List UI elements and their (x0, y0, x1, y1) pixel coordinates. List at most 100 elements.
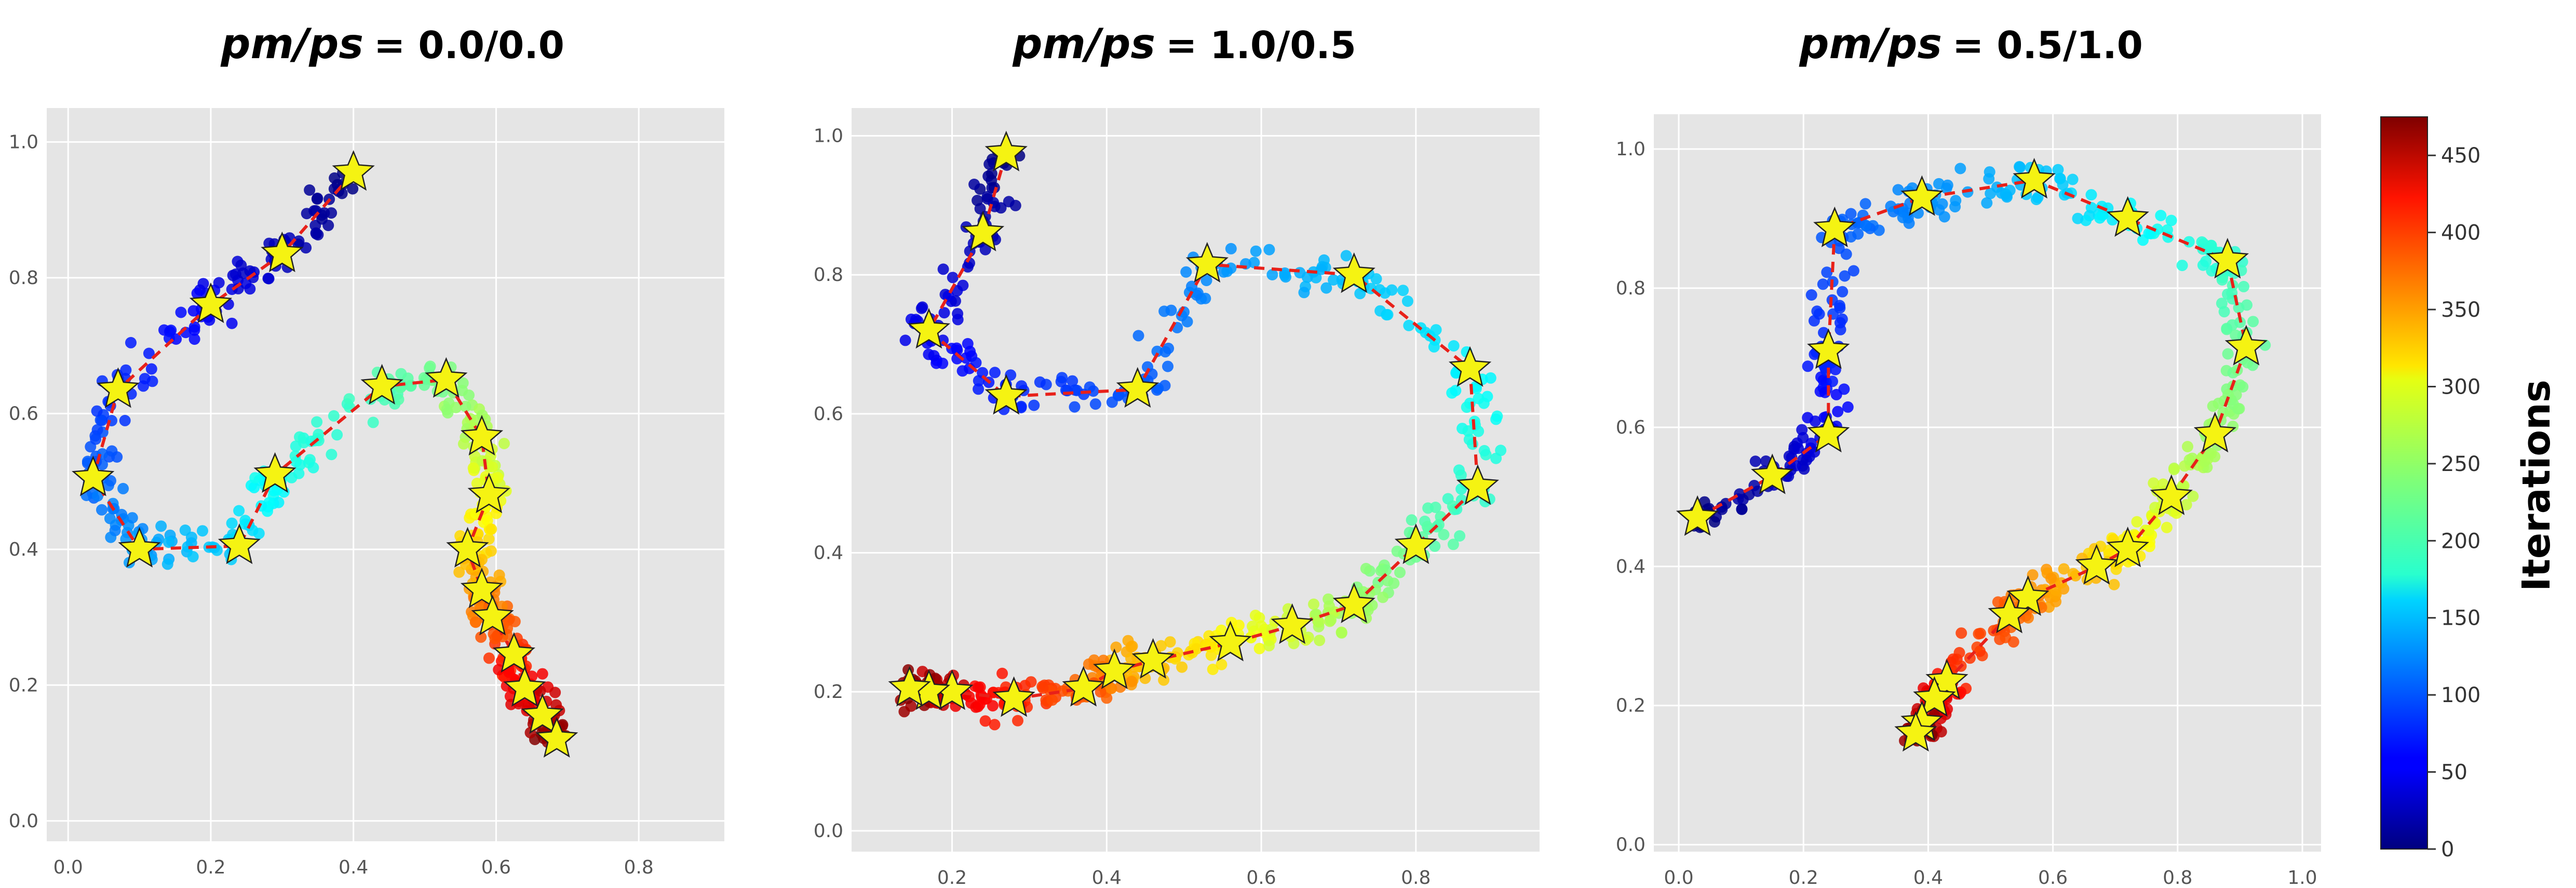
scatter-point (457, 438, 469, 450)
scatter-point (1328, 274, 1339, 286)
y-tick-label: 0.6 (814, 403, 843, 425)
star-marker (984, 130, 1028, 172)
scatter-point (1266, 269, 1278, 280)
scatter-point (1749, 455, 1761, 467)
scatter-point (318, 207, 330, 219)
scatter-point (1805, 289, 1817, 301)
colorbar: 0 50 100 150 200 250 300 350 400 450 Iterations (2380, 116, 2559, 862)
star-marker (2006, 575, 2049, 616)
scatter-point (2230, 389, 2242, 401)
scatter-point (2142, 524, 2154, 536)
scatter-point (493, 664, 505, 676)
x-tick-label: 0.6 (2038, 867, 2068, 888)
scatter-point (163, 536, 174, 548)
scatter-point (111, 451, 123, 463)
scatter-point (972, 195, 983, 206)
scatter-point (536, 668, 548, 680)
scatter-point (2207, 400, 2219, 412)
scatter-point (1461, 401, 1473, 413)
chart-title-2-value: = 1.0/0.5 (1166, 23, 1356, 67)
scatter-point (145, 363, 157, 375)
scatter-point (326, 449, 338, 461)
scatter-point (1279, 269, 1291, 281)
scatter-point (286, 472, 298, 483)
scatter-point (2168, 464, 2180, 476)
scatter-point (117, 482, 129, 494)
scatter-point (2222, 348, 2234, 360)
star-marker (2150, 474, 2193, 515)
x-tick-label: 0.2 (937, 867, 967, 888)
chart-panel-1: pm/ps = 0.0/0.0 0.0 0.2 0.4 0.6 0.8 0.0 0.2 0.4… (9, 20, 724, 878)
scatter-point (90, 433, 102, 445)
scatter-point (549, 687, 561, 698)
scatter-point (1057, 685, 1069, 697)
scatter-point (1817, 278, 1829, 290)
scatter-point (483, 533, 495, 545)
star-markers-1 (72, 150, 578, 758)
colorbar-tick-label: 350 (2441, 298, 2480, 322)
scatter-point (185, 537, 197, 549)
colorbar-label: Iterations (2514, 380, 2559, 591)
x-tick-label: 0.2 (1789, 867, 1818, 888)
x-tick-label: 0.0 (53, 857, 83, 878)
star-marker (471, 595, 514, 636)
scatter-point (91, 405, 103, 417)
scatter-point (1164, 636, 1176, 648)
star-marker (1062, 666, 1105, 707)
scatter-point (1388, 577, 1400, 589)
scatter-point (481, 515, 493, 527)
scatter-point (2108, 578, 2120, 590)
scatter-point (1216, 658, 1228, 670)
scatter-point (329, 172, 341, 184)
scatter-point (1122, 635, 1134, 647)
star-marker (189, 282, 233, 324)
scatter-point (2218, 306, 2230, 318)
scatter-point (2131, 516, 2143, 528)
scatter-point (393, 394, 404, 406)
y-tick-label: 0.4 (1616, 556, 1646, 577)
scatter-point (905, 313, 917, 325)
scatter-point (1447, 539, 1459, 550)
scatter-point (1478, 445, 1490, 456)
scatter-point (2007, 636, 2019, 648)
colorbar-tick-label: 200 (2441, 529, 2480, 553)
scatter-point (1315, 263, 1327, 275)
scatter-point (485, 545, 497, 557)
scatter-point (1256, 620, 1267, 632)
scatter-point (2238, 280, 2249, 292)
scatter-point (95, 414, 106, 426)
scatter-point (483, 652, 495, 664)
chart-panel-2: pm/ps = 1.0/0.5 0.2 0.4 0.6 0.8 0.0 0.2 0.4 0.6… (814, 20, 1540, 888)
star-marker (1332, 582, 1375, 623)
scatter-point (485, 523, 497, 535)
scatter-point (331, 429, 343, 441)
scatter-point (1463, 434, 1475, 446)
star-marker (907, 308, 950, 349)
colorbar-tick-label: 450 (2441, 144, 2480, 168)
scatter-point (2199, 455, 2210, 467)
star-marker (1271, 603, 1314, 644)
scatter-point (1083, 658, 1095, 670)
scatter-point (1821, 266, 1833, 278)
scatter-point (1438, 529, 1450, 541)
star-marker (1116, 367, 1159, 408)
scatter-point (2183, 454, 2195, 466)
scatter-point (1485, 372, 1496, 384)
scatter-point (311, 416, 323, 428)
scatter-point (456, 385, 468, 396)
scatter-point (1792, 442, 1804, 454)
y-tick-label: 1.0 (1616, 139, 1646, 160)
scatter-point (1708, 516, 1720, 528)
scatter-point (1847, 265, 1859, 277)
colorbar-tick-label: 0 (2441, 838, 2454, 862)
x-tick-label: 0.6 (481, 857, 511, 878)
scatter-point (1203, 630, 1215, 642)
scatter-point (96, 504, 107, 516)
scatter-point (109, 524, 121, 536)
plot-area-2 (852, 108, 1540, 852)
scatter-point (1325, 614, 1337, 626)
scatter-point (161, 558, 173, 570)
colorbar-tick-label: 100 (2441, 683, 2480, 707)
x-tick-label: 0.6 (1246, 867, 1276, 888)
scatter-point (1314, 635, 1326, 647)
